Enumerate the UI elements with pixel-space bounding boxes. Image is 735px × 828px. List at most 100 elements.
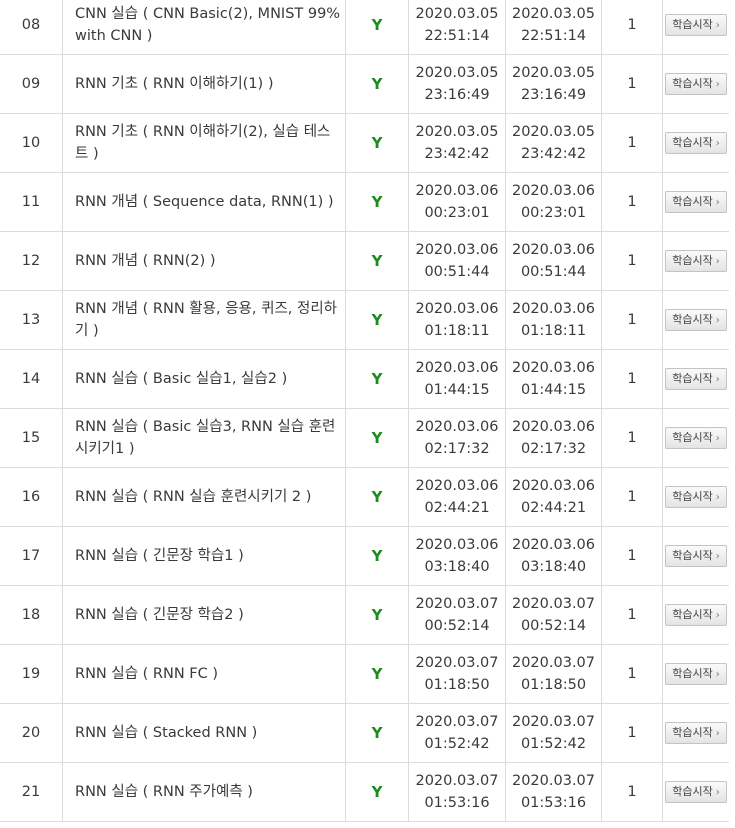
action-cell: 학습시작 ›: [662, 290, 729, 350]
start-learning-button[interactable]: 학습시작 ›: [665, 486, 727, 508]
end-datetime: 2020.03.05 22:51:14: [505, 0, 602, 55]
start-datetime: 2020.03.06 01:44:15: [408, 349, 506, 409]
view-count: 1: [601, 231, 663, 291]
view-count: 1: [601, 54, 663, 114]
start-learning-button[interactable]: 학습시작 ›: [665, 73, 727, 95]
table-row: 09 RNN 기초 ( RNN 이해하기(1) ) Y 2020.03.05 2…: [0, 54, 729, 114]
end-date: 2020.03.07: [511, 596, 596, 612]
end-date: 2020.03.05: [511, 6, 596, 22]
start-learning-button[interactable]: 학습시작 ›: [665, 781, 727, 803]
end-time: 00:52:14: [520, 618, 587, 634]
completed-mark: Y: [371, 311, 383, 329]
start-learning-button[interactable]: 학습시작 ›: [665, 663, 727, 685]
end-date: 2020.03.06: [511, 183, 596, 199]
end-date: 2020.03.06: [511, 301, 596, 317]
view-count: 1: [601, 290, 663, 350]
start-learning-button[interactable]: 학습시작 ›: [665, 309, 727, 331]
table-row: 21 RNN 실습 ( RNN 주가예측 ) Y 2020.03.07 01:5…: [0, 762, 729, 822]
start-learning-button[interactable]: 학습시작 ›: [665, 427, 727, 449]
lesson-title: RNN 기초 ( RNN 이해하기(1) ): [62, 54, 346, 114]
start-learning-button[interactable]: 학습시작 ›: [665, 132, 727, 154]
start-time: 00:52:14: [424, 618, 490, 634]
start-learning-label: 학습시작: [672, 77, 713, 90]
table-row: 10 RNN 기초 ( RNN 이해하기(2), 실습 테스트 ) Y 2020…: [0, 113, 729, 173]
end-datetime: 2020.03.06 00:23:01: [505, 172, 602, 232]
lesson-title: RNN 실습 ( 긴문장 학습1 ): [62, 526, 346, 586]
table-row: 13 RNN 개념 ( RNN 활용, 응용, 퀴즈, 정리하기 ) Y 202…: [0, 290, 729, 350]
start-learning-label: 학습시작: [672, 313, 713, 326]
start-time: 03:18:40: [424, 559, 490, 575]
end-datetime: 2020.03.05 23:42:42: [505, 113, 602, 173]
lesson-title: RNN 개념 ( RNN 활용, 응용, 퀴즈, 정리하기 ): [62, 290, 346, 350]
start-learning-label: 학습시작: [672, 785, 713, 798]
chevron-right-icon: ›: [715, 610, 720, 621]
start-date: 2020.03.06: [415, 537, 499, 553]
start-learning-button[interactable]: 학습시작 ›: [665, 14, 727, 36]
lesson-title: RNN 실습 ( Basic 실습3, RNN 실습 훈련시키기1 ): [62, 408, 346, 468]
start-learning-button[interactable]: 학습시작 ›: [665, 191, 727, 213]
completion-cell: Y: [345, 349, 409, 409]
start-learning-button[interactable]: 학습시작 ›: [665, 545, 727, 567]
start-learning-button[interactable]: 학습시작 ›: [665, 368, 727, 390]
action-cell: 학습시작 ›: [662, 703, 729, 763]
completed-mark: Y: [371, 429, 383, 447]
completed-mark: Y: [371, 665, 383, 683]
start-datetime: 2020.03.06 02:17:32: [408, 408, 506, 468]
end-date: 2020.03.07: [511, 714, 596, 730]
end-datetime: 2020.03.06 02:44:21: [505, 467, 602, 527]
start-learning-button[interactable]: 학습시작 ›: [665, 604, 727, 626]
table-row: 19 RNN 실습 ( RNN FC ) Y 2020.03.07 01:18:…: [0, 644, 729, 704]
end-date: 2020.03.06: [511, 419, 596, 435]
completed-mark: Y: [371, 547, 383, 565]
completion-cell: Y: [345, 231, 409, 291]
completion-cell: Y: [345, 585, 409, 645]
end-datetime: 2020.03.07 01:52:42: [505, 703, 602, 763]
start-learning-button[interactable]: 학습시작 ›: [665, 250, 727, 272]
start-date: 2020.03.07: [415, 714, 499, 730]
view-count: 1: [601, 408, 663, 468]
start-time: 02:17:32: [424, 441, 490, 457]
lesson-number: 19: [0, 644, 63, 704]
completion-cell: Y: [345, 290, 409, 350]
chevron-right-icon: ›: [715, 728, 720, 739]
start-learning-button[interactable]: 학습시작 ›: [665, 722, 727, 744]
start-datetime: 2020.03.07 01:18:50: [408, 644, 506, 704]
end-time: 23:16:49: [520, 87, 587, 103]
end-time: 02:44:21: [520, 500, 587, 516]
end-datetime: 2020.03.06 02:17:32: [505, 408, 602, 468]
lesson-title: CNN 실습 ( CNN Basic(2), MNIST 99% with CN…: [62, 0, 346, 55]
action-cell: 학습시작 ›: [662, 0, 729, 55]
start-learning-label: 학습시작: [672, 431, 713, 444]
view-count: 1: [601, 467, 663, 527]
view-count: 1: [601, 526, 663, 586]
start-learning-label: 학습시작: [672, 608, 713, 621]
end-time: 01:18:11: [520, 323, 587, 339]
start-date: 2020.03.06: [415, 242, 499, 258]
action-cell: 학습시작 ›: [662, 54, 729, 114]
end-datetime: 2020.03.06 03:18:40: [505, 526, 602, 586]
table-row: 08 CNN 실습 ( CNN Basic(2), MNIST 99% with…: [0, 0, 729, 55]
table-row: 16 RNN 실습 ( RNN 실습 훈련시키기 2 ) Y 2020.03.0…: [0, 467, 729, 527]
completed-mark: Y: [371, 724, 383, 742]
start-date: 2020.03.07: [415, 773, 499, 789]
start-learning-label: 학습시작: [672, 667, 713, 680]
lesson-number: 14: [0, 349, 63, 409]
table-row: 17 RNN 실습 ( 긴문장 학습1 ) Y 2020.03.06 03:18…: [0, 526, 729, 586]
start-datetime: 2020.03.06 01:18:11: [408, 290, 506, 350]
view-count: 1: [601, 585, 663, 645]
start-time: 01:18:11: [424, 323, 490, 339]
completed-mark: Y: [371, 783, 383, 801]
lesson-number: 11: [0, 172, 63, 232]
chevron-right-icon: ›: [715, 315, 720, 326]
start-time: 01:44:15: [424, 382, 490, 398]
chevron-right-icon: ›: [715, 787, 720, 798]
end-time: 01:53:16: [520, 795, 587, 811]
start-time: 00:51:44: [424, 264, 490, 280]
chevron-right-icon: ›: [715, 79, 720, 90]
completed-mark: Y: [371, 193, 383, 211]
start-datetime: 2020.03.07 00:52:14: [408, 585, 506, 645]
chevron-right-icon: ›: [715, 138, 720, 149]
start-date: 2020.03.06: [415, 360, 499, 376]
lesson-number: 15: [0, 408, 63, 468]
completed-mark: Y: [371, 370, 383, 388]
